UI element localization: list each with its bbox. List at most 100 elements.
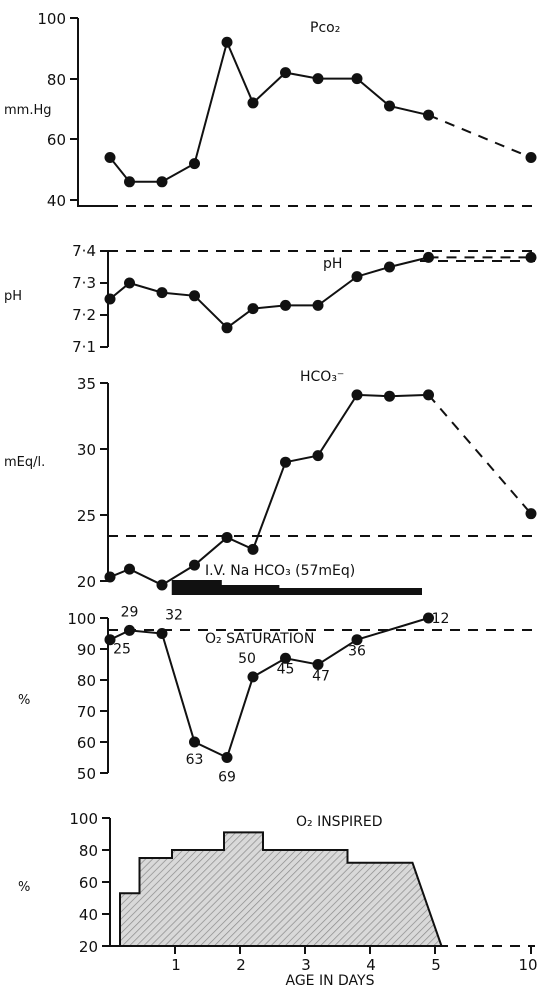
ph-axis [100,250,109,348]
ph-point-5 [247,303,259,315]
ph-point-6 [280,299,291,311]
ph-point-day10 [525,251,537,263]
o2-inspired-area [119,831,443,947]
o2insp-ytick-100: 100 [69,810,98,828]
hco3-point-8 [351,389,363,401]
o2sat-point-4 [221,752,233,763]
pco2-point-6 [280,67,291,79]
x-axis: 1 2 3 4 5 10 AGE IN DAYS [171,946,538,988]
o2sat-point-label-9: 12 [432,611,450,627]
hco3-point-6 [280,456,291,468]
ph-ytick-7.1: 7·1 [72,338,96,356]
pco2-point-0 [104,152,116,164]
o2sat-point-6 [280,652,291,664]
pco2-point-3 [189,158,200,170]
ph-point-3 [189,290,200,302]
hco3-ytick-25: 25 [77,507,96,525]
hco3-point-5 [247,543,259,555]
pco2-ytick-40: 40 [47,192,66,210]
pco2-point-8 [351,73,363,85]
o2sat-ytick-50: 50 [77,765,96,783]
pco2-point-2 [156,176,168,188]
hco3-ytick-30: 30 [77,441,96,459]
o2-inspired-panel: O₂ INSPIRED % 100 80 60 40 20 [18,810,535,956]
o2sat-ytick-60: 60 [77,734,96,752]
o2sat-point-label-1: 29 [121,604,139,620]
hco3-point-day10 [525,508,537,520]
o2sat-ytick-80: 80 [77,672,96,690]
hco3-point-1 [124,563,135,575]
o2sat-point-label-8: 36 [348,644,366,660]
o2sat-point-label-0: 25 [113,642,131,658]
hco3-point-9 [384,390,395,402]
o2-inspired-title: O₂ INSPIRED [296,814,383,830]
o2sat-point-label-7: 47 [312,669,330,685]
hco3-point-2 [156,579,168,591]
pco2-title: Pco₂ [310,20,340,36]
hco3-series [104,389,537,595]
pco2-ytick-100: 100 [37,10,66,28]
ph-point-8 [351,271,363,283]
hco3-point-10 [423,389,434,401]
pco2-line [109,39,429,183]
hco3-ylabel: mEq/l. [4,455,45,470]
hco3-point-0 [104,571,116,583]
x-tick-marks [174,946,532,954]
bicarbonate-annotation: I.V. Na HCO₃ (57mEq) [205,563,355,579]
pco2-extrapolation [428,114,532,159]
ph-series [104,251,537,334]
o2sat-point-label-2: 32 [165,608,183,624]
x-axis-label: AGE IN DAYS [286,973,375,988]
o2sat-point-2 [156,628,168,639]
ph-ylabel: pH [4,289,22,304]
hco3-panel: HCO₃⁻ mEq/l. 35 30 25 20 I.V. Na HCO₃ (5… [4,369,537,595]
pco2-point-1 [124,176,135,188]
hco3-point-4 [221,531,233,543]
ph-point-0 [104,293,116,305]
o2sat-point-label-4: 69 [218,770,236,786]
pco2-point-10 [423,109,434,121]
ph-point-10 [423,251,434,263]
hco3-ytick-35: 35 [77,375,96,393]
bicarbonate-infusion-bar [171,580,422,595]
o2insp-ytick-60: 60 [79,874,98,892]
o2sat-line [109,617,429,759]
o2sat-point-0 [104,634,116,646]
pco2-series [104,36,537,188]
x-tick-3: 3 [301,956,311,974]
pco2-point-9 [384,100,395,112]
o2insp-axis [102,817,438,947]
pco2-panel: Pco₂ mm.Hg 100 80 60 40 [4,10,537,210]
o2sat-point-8 [351,634,363,646]
ph-point-1 [124,277,135,289]
pco2-ytick-60: 60 [47,131,66,149]
x-tick-4: 4 [366,956,376,974]
o2sat-ytick-90: 90 [77,641,96,659]
o2-saturation-title: O₂ SATURATION [205,631,314,647]
ph-point-2 [156,287,168,299]
ph-ytick-7.2: 7·2 [72,306,96,324]
x-tick-5: 5 [431,956,441,974]
ph-title: pH [323,256,342,272]
o2sat-point-5 [247,671,259,683]
hco3-line [109,393,429,587]
o2-saturation-panel: O₂ SATURATION % 100 90 80 70 60 50 25 29 3… [18,604,535,786]
ph-ytick-7.3: 7·3 [72,274,96,292]
o2sat-axis [100,617,109,774]
o2insp-ytick-80: 80 [79,842,98,860]
o2-saturation-ylabel: % [18,693,30,708]
o2-saturation-series: 25 29 32 63 69 50 45 47 36 12 [104,604,450,786]
hco3-axis [100,382,109,582]
hco3-extrapolation [427,394,532,515]
pco2-point-5 [247,97,259,109]
hco3-ytick-20: 20 [77,573,96,591]
o2sat-ytick-70: 70 [77,703,96,721]
pco2-axis [77,18,108,207]
ph-normal-range [108,250,535,262]
o2insp-ytick-20: 20 [79,938,98,956]
ph-panel: pH pH 7·4 7·3 7·2 7·1 [4,242,537,356]
ph-point-4 [221,322,233,334]
x-tick-1: 1 [171,956,181,974]
x-tick-2: 2 [236,956,246,974]
